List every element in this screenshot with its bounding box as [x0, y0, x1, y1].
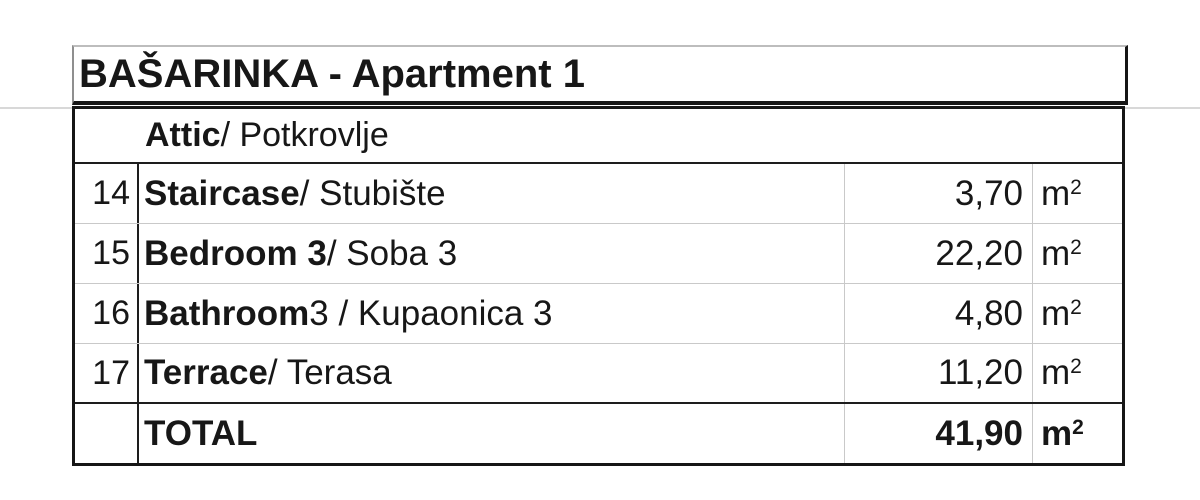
- section-name-secondary: / Potkrovlje: [220, 116, 389, 154]
- area-unit-cell: m2: [1033, 224, 1122, 283]
- table-row: 17 Terrace / Terasa 11,20 m2: [75, 344, 1122, 404]
- unit-label: m2: [1041, 353, 1082, 392]
- room-name-primary: Bathroom: [144, 293, 310, 333]
- unit-label: m2: [1041, 293, 1082, 333]
- area-value-cell: 11,20: [845, 344, 1033, 402]
- room-name-secondary: / Soba 3: [326, 233, 458, 273]
- area-unit-cell: m2: [1033, 344, 1122, 402]
- room-name-secondary: 3 / Kupaonica 3: [309, 293, 553, 333]
- total-unit-cell: m2: [1033, 404, 1122, 463]
- area-unit-cell: m2: [1033, 164, 1122, 223]
- title-bar: BAŠARINKA - Apartment 1: [72, 45, 1128, 105]
- area-value-cell: 4,80: [845, 284, 1033, 343]
- area-table: Attic / Potkrovlje 14 Staircase / Stubiš…: [72, 106, 1125, 466]
- total-label-cell: TOTAL: [139, 404, 845, 463]
- room-name-primary: Staircase: [144, 173, 300, 213]
- row-number-cell: 17: [75, 344, 139, 402]
- room-name-cell: Staircase / Stubište: [139, 164, 845, 223]
- row-number-cell-empty: [75, 404, 139, 463]
- room-name-cell: Bedroom 3 / Soba 3: [139, 224, 845, 283]
- section-header-row: Attic / Potkrovlje: [75, 109, 1122, 164]
- total-value-cell: 41,90: [845, 404, 1033, 463]
- page-title: BAŠARINKA - Apartment 1: [79, 51, 585, 96]
- room-name-primary: Terrace: [144, 353, 268, 392]
- row-number-cell: 15: [75, 224, 139, 283]
- table-row: 14 Staircase / Stubište 3,70 m2: [75, 164, 1122, 224]
- area-value-cell: 3,70: [845, 164, 1033, 223]
- room-name-primary: Bedroom 3: [144, 233, 327, 273]
- area-unit-cell: m2: [1033, 284, 1122, 343]
- row-number-cell: 14: [75, 164, 139, 223]
- section-name-primary: Attic: [145, 116, 221, 154]
- room-name-cell: Bathroom 3 / Kupaonica 3: [139, 284, 845, 343]
- table-row: 16 Bathroom 3 / Kupaonica 3 4,80 m2: [75, 284, 1122, 344]
- area-value-cell: 22,20: [845, 224, 1033, 283]
- room-name-cell: Terrace / Terasa: [139, 344, 845, 402]
- total-row: TOTAL 41,90 m2: [75, 404, 1122, 463]
- unit-label: m2: [1041, 173, 1082, 213]
- row-number-cell: 16: [75, 284, 139, 343]
- room-name-secondary: / Stubište: [299, 173, 446, 213]
- unit-label: m2: [1041, 413, 1084, 453]
- room-name-secondary: / Terasa: [267, 353, 392, 392]
- table-row: 15 Bedroom 3 / Soba 3 22,20 m2: [75, 224, 1122, 284]
- unit-label: m2: [1041, 233, 1082, 273]
